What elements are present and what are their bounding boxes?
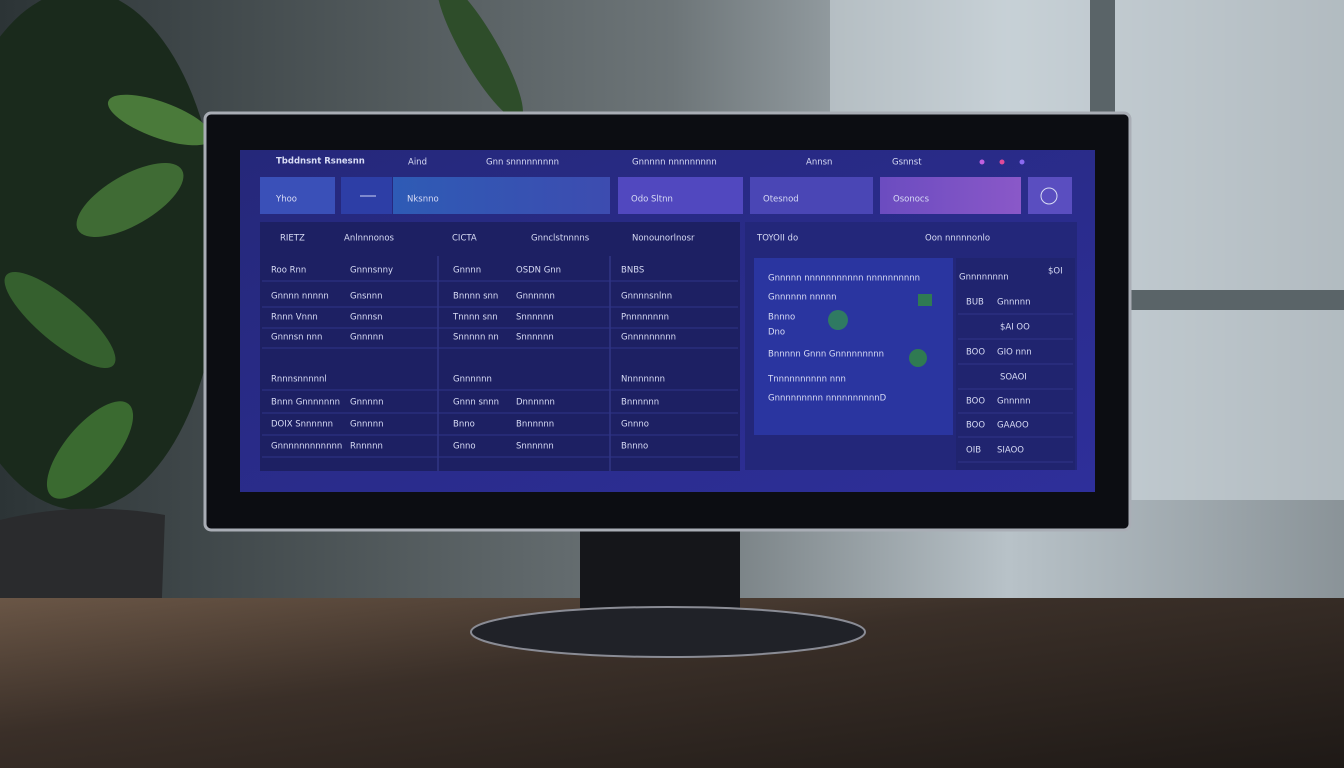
table-cell: Bnnnnnn (621, 398, 659, 408)
table-cell: Gnnn snnn (453, 398, 499, 408)
table-cell: Gnnnnnnnnn (621, 333, 676, 343)
table-cell: Bnnno (621, 442, 648, 452)
side-cell: SIAOO (997, 446, 1024, 456)
side-cell: $AI OO (1000, 323, 1030, 333)
tab-label: Yhoo (275, 195, 297, 205)
panel-item: Tnnnnnnnnnn nnn (767, 375, 846, 385)
side-cell: BOO (966, 397, 985, 407)
table-cell: Gnnnnn (350, 398, 384, 408)
table-cell: Nnnnnnnn (621, 375, 665, 385)
table-cell: Gnnnnsnlnn (621, 292, 672, 302)
table-cell: Bnnnn snn (453, 292, 498, 302)
table-cell: Gnsnnn (350, 292, 383, 302)
indicator (1019, 159, 1025, 165)
tab[interactable] (393, 177, 610, 214)
column-header: Gnnclstnnnns (531, 234, 590, 244)
plant (0, 0, 523, 510)
table-cell: Rnnnnn (350, 442, 383, 452)
table-cell: Gnnno (621, 420, 649, 430)
panel-item: Gnnnnnnnnn nnnnnnnnnnD (768, 394, 887, 404)
table-cell: Bnnn Gnnnnnnn (271, 398, 340, 408)
table-cell: Bnno (453, 420, 475, 430)
table-cell: Gnnnnnnnnnnnn (271, 442, 342, 452)
panel-item: Gnnnnn nnnnnnnnnnn nnnnnnnnnn (768, 274, 920, 284)
table-cell: Snnnnnn (516, 333, 554, 343)
side-cell: GIO nnn (997, 348, 1032, 358)
table-cell: Gnnnsn nnn (271, 333, 322, 343)
side-cell: OIB (966, 446, 981, 456)
table-cell: BNBS (621, 266, 644, 276)
panel-item: Dno (768, 328, 785, 338)
table-cell: Gnnnn (453, 266, 481, 276)
table-cell: Snnnnnn (516, 313, 554, 323)
side-cell: Gnnnnn (997, 298, 1031, 308)
settings-icon[interactable] (1040, 187, 1058, 205)
side-cell: BOO (966, 348, 985, 358)
table-cell: Roo Rnn (271, 266, 306, 276)
nav-item: Annsn (806, 158, 832, 168)
column-header: RIETZ (280, 234, 305, 244)
table-cell: Gnnnn nnnnn (271, 292, 329, 302)
status-icon (909, 349, 927, 367)
tab[interactable] (750, 177, 873, 214)
tab[interactable] (1028, 177, 1072, 214)
side-cell: GAAOO (997, 421, 1029, 431)
table-cell: Rnnn Vnnn (271, 313, 318, 323)
table-cell: Bnnnnnn (516, 420, 554, 430)
side-value: $OI (1048, 267, 1063, 277)
table-cell: Snnnnn nn (453, 333, 499, 343)
table-cell: Gnnnsn (350, 313, 383, 323)
table-cell: Snnnnnn (516, 442, 554, 452)
panel-subtitle: Oon nnnnnonlo (925, 234, 990, 244)
side-cell: BOO (966, 421, 985, 431)
nav-item: Gsnnst (892, 158, 922, 168)
panel-item: Bnnno (768, 313, 795, 323)
nav-item: Aind (408, 158, 427, 168)
tab-label: Osonocs (893, 195, 930, 205)
side-cell: Gnnnnn (997, 397, 1031, 407)
tab-label: Otesnod (763, 195, 799, 205)
column-header: CICTA (452, 234, 477, 244)
table-panel (260, 222, 740, 471)
status-icon (828, 310, 848, 330)
summary-box (754, 258, 953, 435)
side-header: Gnnnnnnnn (959, 273, 1009, 283)
monitor-base (470, 606, 866, 658)
panel-title: TOYOII do (756, 234, 798, 244)
table-cell: Pnnnnnnnn (621, 313, 669, 323)
panel-item: Bnnnnn Gnnn Gnnnnnnnnn (768, 350, 884, 360)
table-cell: DOIX Snnnnnn (271, 420, 333, 430)
nav-item: Gnn snnnnnnnnn (486, 158, 559, 168)
table-cell: Gnnnnnn (516, 292, 555, 302)
table-cell: Gnnnnnn (453, 375, 492, 385)
table-cell: Tnnnn snn (452, 313, 498, 323)
column-header: Nonounorlnosr (632, 234, 695, 244)
tab[interactable] (260, 177, 335, 214)
status-icon (918, 294, 932, 306)
tab[interactable] (880, 177, 1021, 214)
brand: Tbddnsnt Rsnesnn (276, 157, 365, 167)
tab-label: Odo Sltnn (631, 195, 673, 205)
table-cell: OSDN Gnn (516, 266, 561, 276)
table-cell: Rnnnsnnnnnl (271, 375, 327, 385)
column-header: Anlnnnonos (344, 234, 395, 244)
table-cell: Gnnnsnny (350, 266, 393, 276)
table-cell: Gnnnnn (350, 420, 384, 430)
panel-item: Gnnnnnn nnnnn (768, 293, 837, 303)
tab[interactable] (618, 177, 743, 214)
side-cell: BUB (966, 298, 984, 308)
table-cell: Gnnnnn (350, 333, 384, 343)
side-cell: SOAOI (1000, 373, 1027, 383)
nav-item: Gnnnnn nnnnnnnnn (632, 158, 717, 168)
table-cell: Gnno (453, 442, 476, 452)
indicator (999, 159, 1005, 165)
tab-label: Nksnno (407, 195, 439, 205)
monitor-stand (580, 528, 740, 608)
indicator (979, 159, 985, 165)
table-cell: Dnnnnnn (516, 398, 555, 408)
